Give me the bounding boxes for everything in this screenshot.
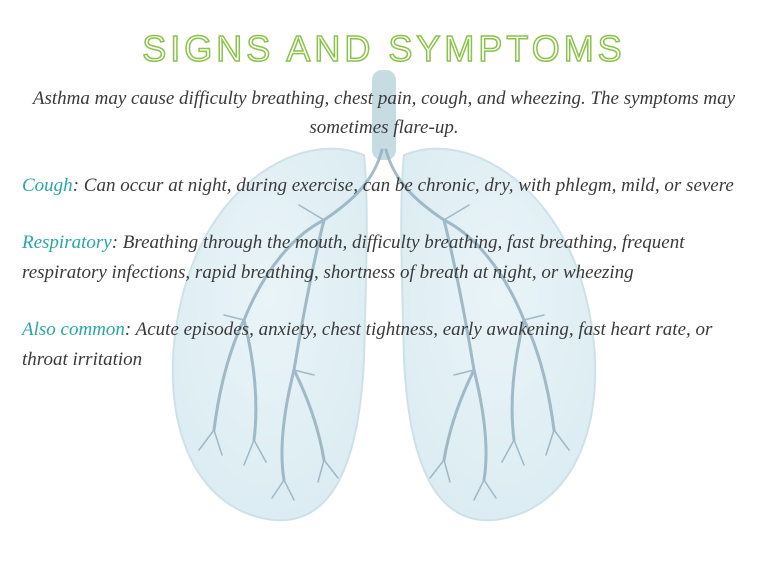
slide-content: SIGNS AND SYMPTOMS Asthma may cause diff… — [0, 0, 768, 374]
section-respiratory: Respiratory: Breathing through the mouth… — [22, 228, 746, 287]
section-text: : Acute episodes, anxiety, chest tightne… — [22, 319, 712, 369]
slide-title: SIGNS AND SYMPTOMS — [22, 28, 746, 70]
section-text: : Can occur at night, during exercise, c… — [73, 175, 734, 196]
section-text: : Breathing through the mouth, difficult… — [22, 232, 684, 282]
section-also-common: Also common: Acute episodes, anxiety, ch… — [22, 315, 746, 374]
section-cough: Cough: Can occur at night, during exerci… — [22, 171, 746, 200]
section-label: Respiratory — [22, 232, 112, 253]
intro-text: Asthma may cause difficulty breathing, c… — [22, 84, 746, 143]
section-label: Also common — [22, 319, 125, 340]
section-label: Cough — [22, 175, 73, 196]
